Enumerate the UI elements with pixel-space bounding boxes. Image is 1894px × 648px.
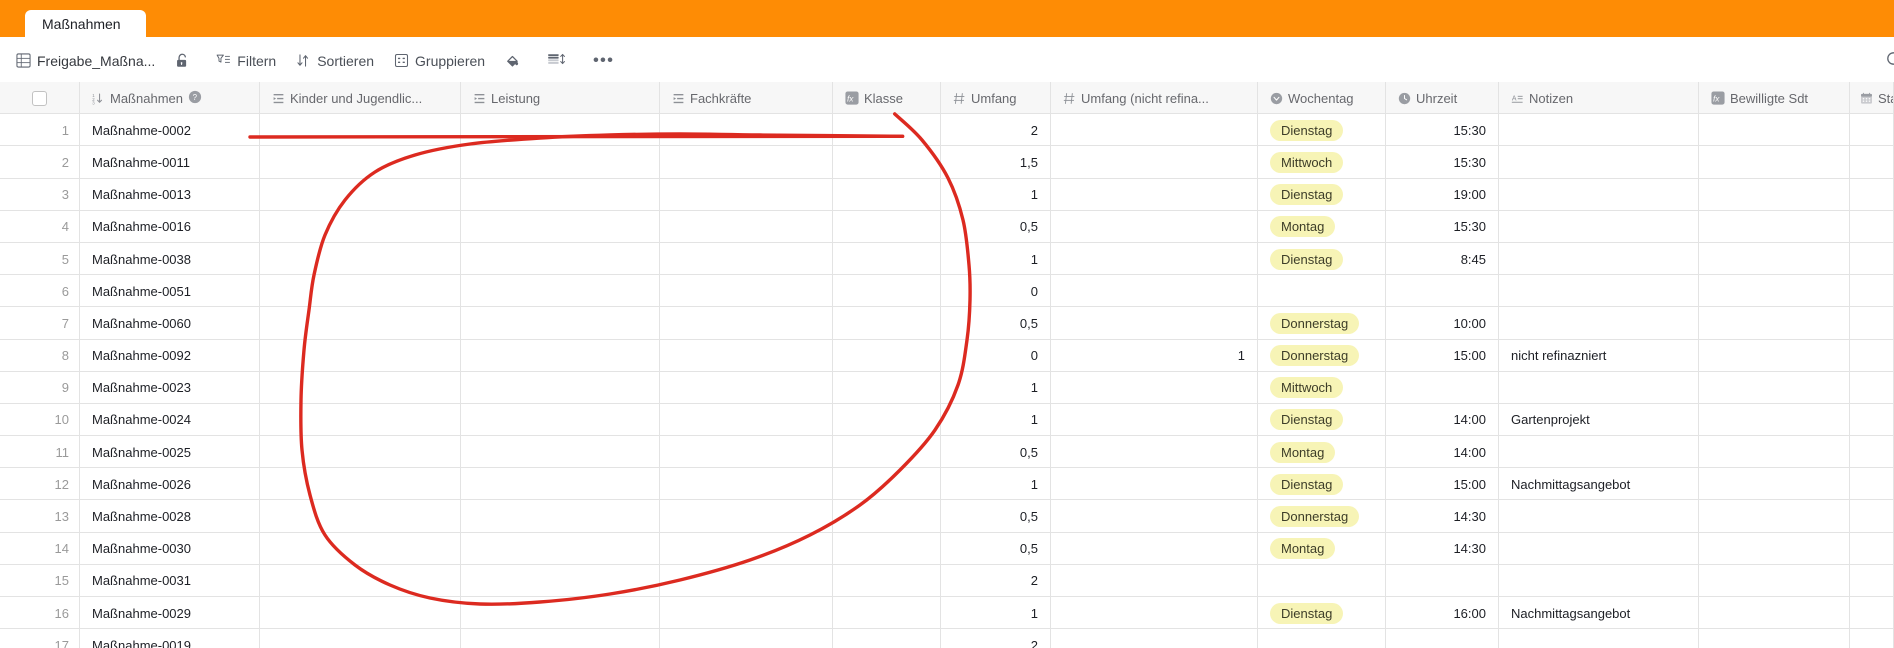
- svg-text:3: 3: [92, 100, 95, 104]
- svg-text:A: A: [1512, 95, 1517, 102]
- svg-text:?: ?: [193, 92, 198, 101]
- svg-text:fx: fx: [1713, 93, 1720, 103]
- svg-text:fx: fx: [847, 93, 854, 103]
